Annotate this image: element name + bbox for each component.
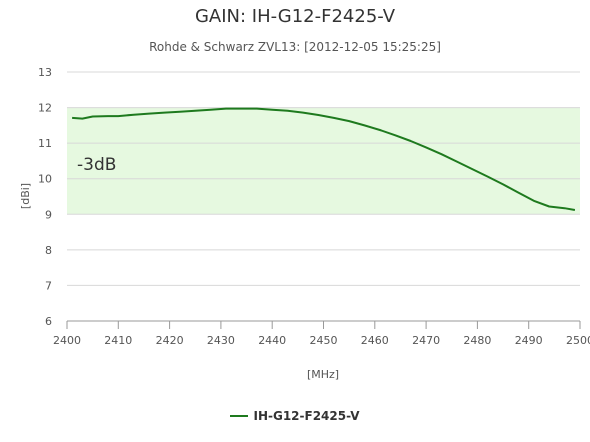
legend-label: IH-G12-F2425-V	[253, 409, 360, 423]
x-tick-label: 2500	[566, 334, 590, 347]
x-tick-label: 2460	[361, 334, 389, 347]
legend[interactable]: IH-G12-F2425-V	[0, 409, 590, 423]
y-tick-label: 11	[38, 137, 52, 150]
series-layer	[72, 107, 576, 211]
x-tick-label: 2410	[104, 334, 132, 347]
legend-swatch	[230, 414, 249, 417]
x-tick-label: 2470	[412, 334, 440, 347]
x-tick-label: 2490	[515, 334, 543, 347]
y-tick-label: 8	[45, 244, 52, 257]
y-tick-label: 9	[45, 208, 52, 221]
y-tick-label: 10	[38, 173, 52, 186]
x-axis-label: [MHz]	[307, 368, 339, 381]
x-tick-label: 2430	[207, 334, 235, 347]
x-tick-label: 2440	[258, 334, 286, 347]
x-tick-label: 2400	[53, 334, 81, 347]
band-label: -3dB	[77, 155, 116, 175]
x-tick-label: 2450	[310, 334, 338, 347]
series-line	[72, 107, 576, 211]
y-tick-label: 13	[38, 66, 52, 79]
y-tick-label: 7	[45, 279, 52, 292]
x-tick-label: 2480	[463, 334, 491, 347]
y-tick-label: 12	[38, 102, 52, 115]
y-axis-label: [dBi]	[19, 183, 32, 209]
x-tick-label: 2420	[156, 334, 184, 347]
band-layer: -3dB	[67, 107, 580, 215]
grid-layer: 6 7 8 9 10 11 12 13	[38, 66, 580, 328]
axis-layer: 2400 2410 2420 2430 2440 2450 2460 2470 2480 2490…	[53, 320, 590, 347]
chart-subtitle: Rohde & Schwarz ZVL13: [2012-12-05 15:25…	[149, 40, 441, 54]
y-tick-label: 6	[45, 315, 52, 328]
chart-title: GAIN: IH-G12-F2425-V	[194, 6, 396, 27]
band-region	[67, 107, 580, 215]
